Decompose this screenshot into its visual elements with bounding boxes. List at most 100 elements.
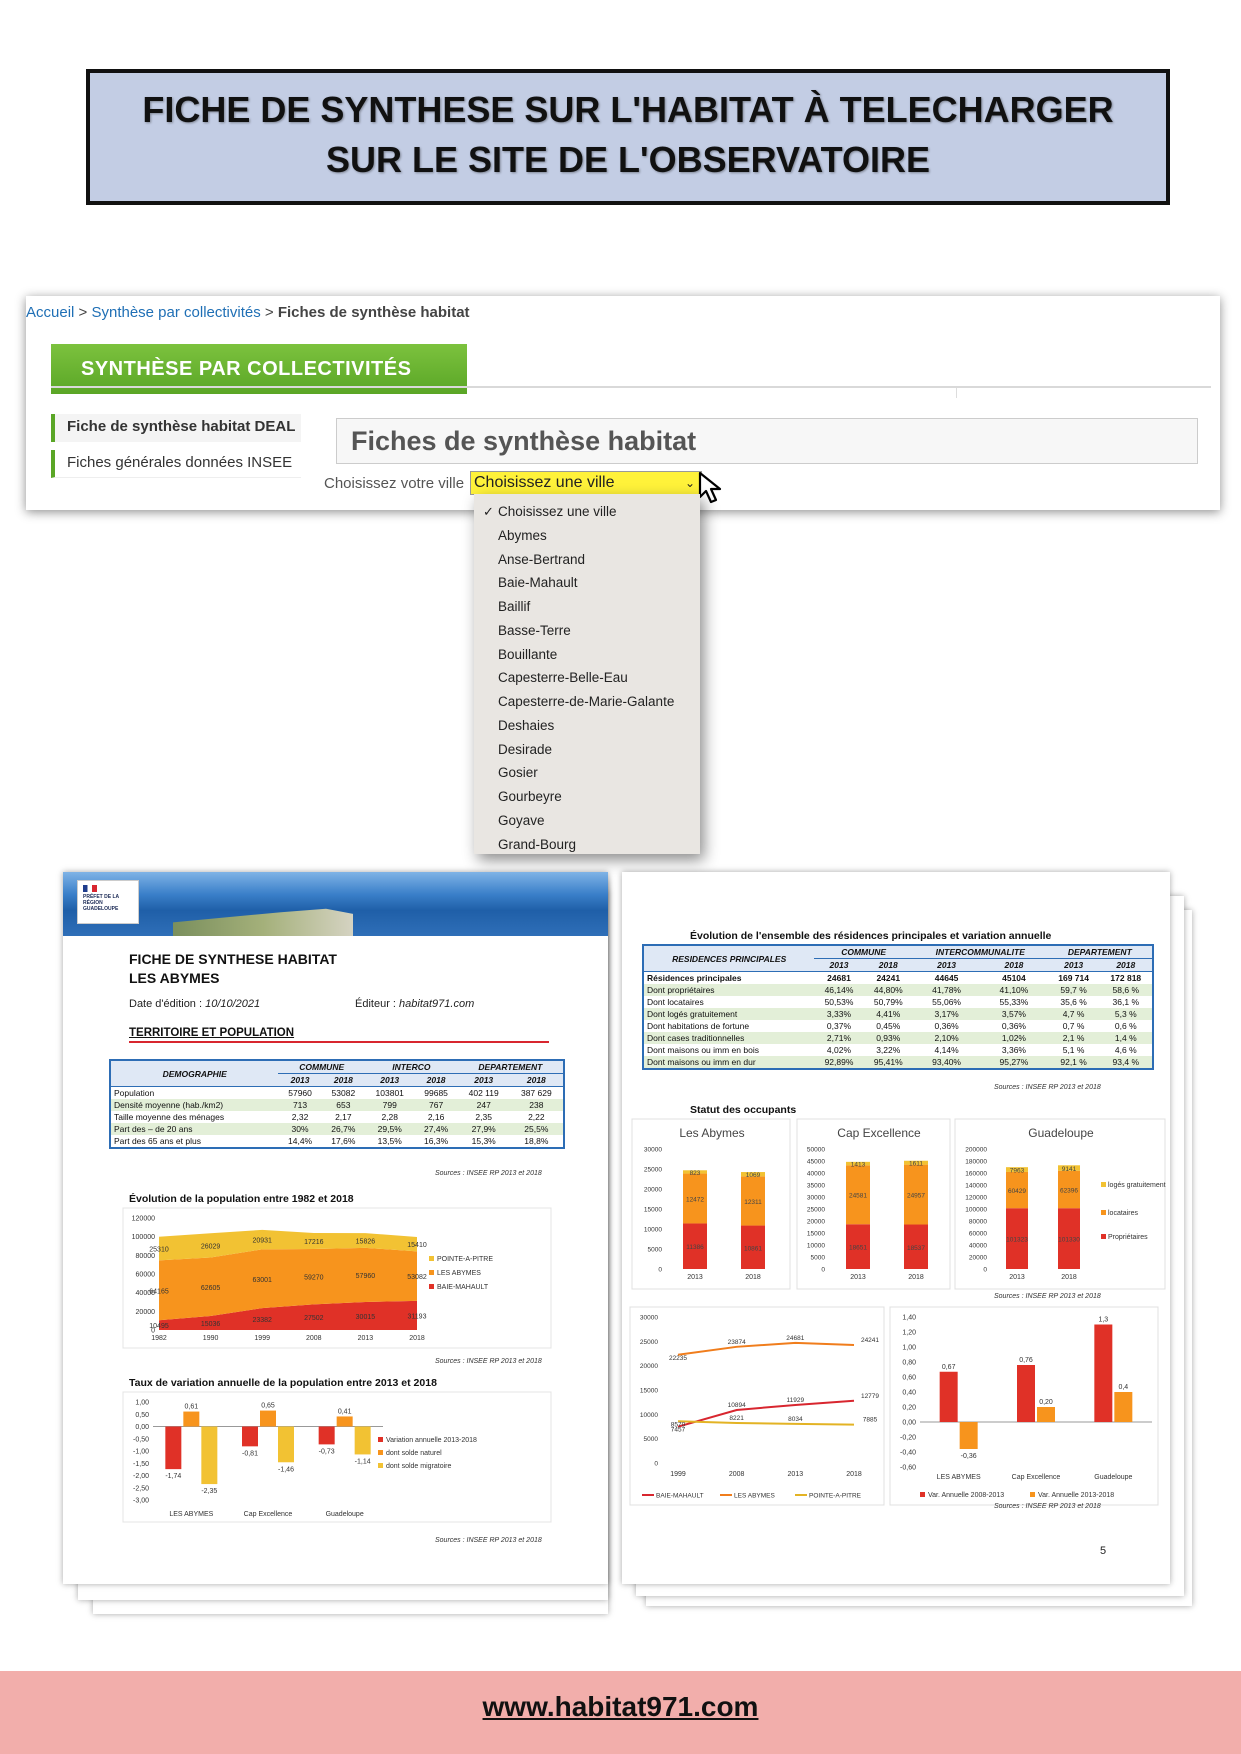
table-cell: 41,10% [980,984,1048,996]
dropdown-option[interactable]: Baie-Mahault [474,571,700,595]
data-label: 24241 [861,1337,879,1344]
table-cell: 4,41% [863,1008,913,1020]
table-cell: 2,32 [291,1112,309,1122]
chart-title: Les Abymes [679,1126,744,1140]
table-cell: 26,7% [321,1123,365,1135]
data-label: 30015 [356,1314,376,1321]
breadcrumb-section-link[interactable]: Synthèse par collectivités [91,304,261,321]
bar [336,1416,353,1427]
table-cell: 55,06% [932,997,961,1007]
table-cell: 59,7 % [1047,984,1100,996]
footer-url-link[interactable]: www.habitat971.com [482,1691,759,1722]
source-note: Sources : INSEE RP 2013 et 2018 [435,1537,542,1544]
dropdown-option[interactable]: Abymes [474,524,700,548]
table-cell: 2,10% [912,1032,981,1044]
residences-variation-chart: 1,40 1,20 1,00 0,80 0,60 0,40 0,20 0,00 -0,20 -0,… [889,1306,1159,1506]
legend-swatch [1101,1234,1106,1239]
source-note: Sources : INSEE RP 2013 et 2018 [994,1293,1101,1300]
table-row: Part des – de 20 ans 30% 26,7% 29,5% 27,4% 27… [110,1123,564,1135]
page-number: 5 [1100,1545,1107,1557]
data-label: 24581 [849,1193,867,1200]
dropdown-option[interactable]: Desirade [474,738,700,762]
document-page-right: Évolution de l'ensemble des résidences p… [622,872,1170,1584]
chart-title: Guadeloupe [1028,1126,1094,1140]
y-tick-label: 1,40 [902,1315,916,1322]
data-label: 24957 [907,1193,925,1200]
table-cell: 103801 [375,1088,404,1098]
table-year-header: 2013 [457,1073,510,1087]
dropdown-option[interactable]: Capesterre-de-Marie-Galante [474,690,700,714]
table-cell: 4,6 % [1114,1045,1137,1055]
table-cell: 2,28 [381,1112,398,1122]
data-label: 24681 [786,1335,804,1342]
data-label: 11386 [686,1244,704,1251]
table-row: Dont maisons ou imm en bois 4,02% 3,22% 4,1… [643,1044,1153,1056]
chart-title: Évolution de la population entre 1982 et… [129,1193,354,1205]
table-cell: 2,35 [475,1112,492,1122]
y-tick-label: 80000 [136,1253,156,1260]
table-cell: 2,71% [814,1032,864,1044]
data-label: -0,73 [319,1448,335,1455]
data-label: 0,4 [1118,1384,1128,1391]
legend-label: LES ABYMES [437,1270,481,1277]
table-row-label: Densité moyenne (hab./km2) [110,1099,279,1111]
bar [318,1426,335,1445]
y-tick-label: 20000 [969,1255,987,1262]
table-cell: 45104 [1002,973,1026,983]
sidebar-item-fiches-insee[interactable]: Fiches générales données INSEE [51,450,301,478]
data-label: 27502 [304,1315,324,1322]
dropdown-option[interactable]: Baillif [474,595,700,619]
table-cell: 3,22% [876,1045,901,1055]
y-tick-label: -0,40 [900,1450,916,1457]
chart-title: Taux de variation annuelle de la populat… [129,1377,437,1389]
dropdown-option-label: Gourbeyre [498,789,562,804]
table-year-header: 2018 [509,1073,564,1087]
breadcrumb-home-link[interactable]: Accueil [26,304,75,321]
bar-segment [1058,1208,1080,1269]
data-label: 53082 [407,1274,427,1281]
table-cell: 0,7 % [1062,1021,1085,1031]
sidebar-item-fiche-deal[interactable]: Fiche de synthèse habitat DEAL [51,414,301,442]
y-tick-label: 40000 [807,1171,825,1178]
area-series [159,1229,417,1261]
city-select[interactable]: Choisissez une ville ⌄ [470,471,702,495]
data-label: 25310 [149,1247,169,1254]
dropdown-option-label: Capesterre-de-Marie-Galante [498,694,675,709]
table-cell: 95,27% [980,1056,1048,1069]
legend-label: Variation annuelle 2013-2018 [386,1437,477,1444]
table-year-header: 2013 [365,1073,415,1087]
bar-segment [1006,1167,1028,1172]
dropdown-option[interactable]: Gourbeyre [474,785,700,809]
table-row-label: Dont maisons ou imm en bois [647,1045,759,1055]
dropdown-option[interactable]: Goyave [474,809,700,833]
dropdown-option[interactable]: Deshaies [474,714,700,738]
source-note: Sources : INSEE RP 2013 et 2018 [435,1358,542,1365]
dropdown-option[interactable]: Bouillante [474,643,700,667]
x-tick-label: 2018 [745,1274,761,1281]
x-tick-label: 2018 [1061,1274,1077,1281]
dropdown-option-label: Gosier [498,765,538,781]
legend-swatch [920,1492,925,1497]
y-tick-label: 200000 [965,1147,987,1154]
dropdown-option[interactable]: Gosier [474,761,700,785]
dropdown-option[interactable]: Capesterre-Belle-Eau [474,666,700,690]
data-label: 11929 [787,1397,805,1404]
demography-table: DEMOGRAPHIE COMMUNE INTERCO DEPARTEMENT 2013… [109,1059,565,1149]
dropdown-option[interactable]: Basse-Terre [474,619,700,643]
table-year-header: 2018 [1099,958,1153,972]
data-label: 9141 [1062,1166,1077,1173]
dropdown-option-label: Bouillante [498,646,558,662]
header-photo-cliff [173,908,353,936]
population-variation-chart: 1,00 0,50 0,00 -0,50 -1,00 -1,50 -2,00 -2,50 -3,… [122,1391,552,1523]
dropdown-option[interactable]: ✓ Choisissez une ville [474,500,700,524]
dropdown-option[interactable]: Grand-Bourg [474,833,700,855]
y-tick-label: 10000 [807,1243,825,1250]
table-cell: 402 119 [468,1088,499,1098]
data-label: 10861 [744,1245,762,1252]
data-label: -2,35 [201,1488,217,1495]
y-tick-label: 80000 [969,1219,987,1226]
table-cell: 44,80% [863,984,913,996]
dropdown-option[interactable]: Anse-Bertrand [474,548,700,572]
table-cell: 3,17% [912,1008,981,1020]
logo-text: PRÉFET DE LA RÉGION GUADELOUPE [83,894,119,912]
